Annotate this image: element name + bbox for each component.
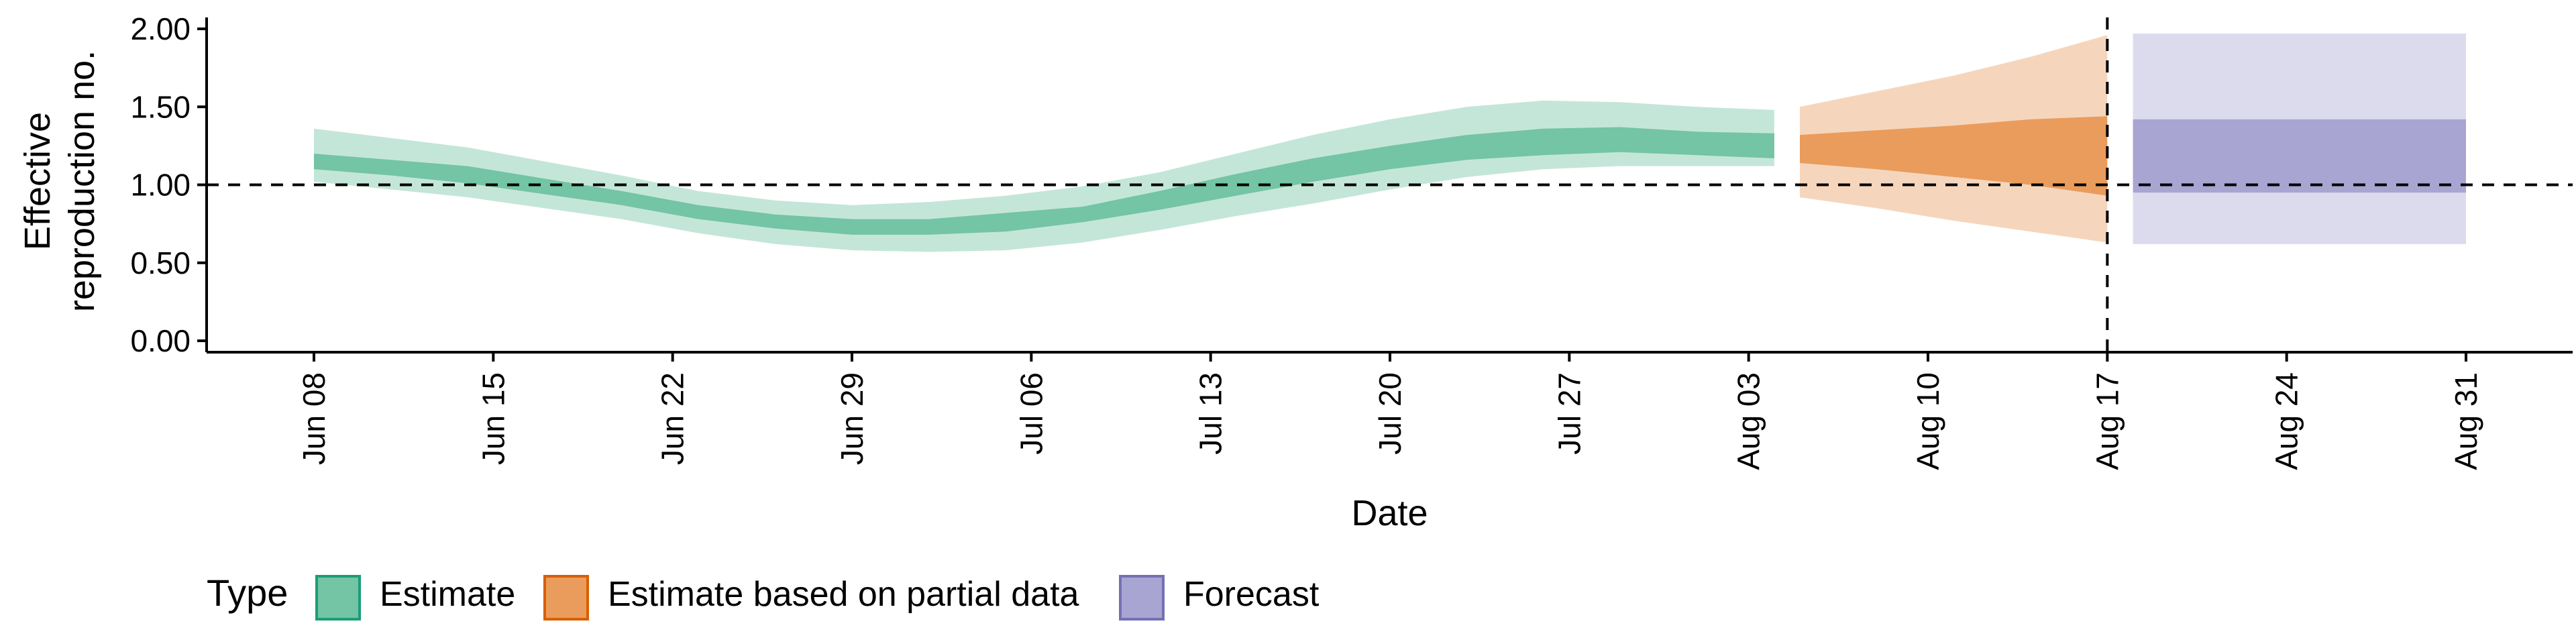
- x-tick-label: Aug 24: [2269, 372, 2304, 470]
- y-tick-label: 0.50: [130, 246, 191, 280]
- legend-title: Type: [207, 572, 288, 614]
- legend-key: [543, 575, 589, 621]
- y-tick-label: 1.00: [130, 168, 191, 203]
- y-tick-label: 2.00: [130, 11, 191, 46]
- x-axis-title: Date: [1351, 493, 1428, 533]
- y-tick-label: 1.50: [130, 89, 191, 124]
- legend-label: Estimate based on partial data: [608, 575, 1079, 614]
- legend-key: [1119, 575, 1165, 621]
- legend-label: Estimate: [380, 575, 515, 614]
- band-50-2: [2133, 119, 2466, 193]
- x-tick-label: Jun 08: [297, 372, 331, 465]
- legend-entry: Estimate: [315, 575, 515, 621]
- x-tick-label: Jul 20: [1373, 372, 1407, 455]
- x-tick-label: Aug 03: [1731, 372, 1766, 470]
- uncertainty-bands: [314, 34, 2466, 252]
- x-tick-label: Jun 29: [835, 372, 869, 465]
- legend-entry: Estimate based on partial data: [543, 575, 1079, 621]
- x-tick-label: Jul 13: [1193, 372, 1228, 455]
- band-50-0: [314, 127, 1774, 235]
- x-tick-label: Aug 31: [2449, 372, 2483, 470]
- band-50-1: [1800, 116, 2108, 196]
- x-tick-label: Jul 27: [1552, 372, 1587, 455]
- y-axis-title-line: Effective: [17, 112, 58, 250]
- y-axis-title: Effective reproduction no.: [17, 50, 102, 312]
- y-axis-title-line: reproduction no.: [62, 50, 102, 312]
- legend: Type Estimate Estimate based on partial da…: [207, 572, 1320, 621]
- x-tick-label: Aug 10: [1911, 372, 1945, 470]
- legend-label: Forecast: [1183, 575, 1320, 614]
- reference-lines: [207, 17, 2573, 352]
- legend-key: [315, 575, 361, 621]
- x-tick-label: Jul 06: [1014, 372, 1049, 455]
- band-90-0: [314, 100, 1774, 252]
- axes: 0.00 0.50 1.00 1.50 2.00 Jun 08 Jun 15 Jun 22 Ju…: [130, 11, 2573, 470]
- legend-entry: Forecast: [1119, 575, 1320, 621]
- x-tick-label: Aug 17: [2090, 372, 2125, 470]
- x-tick-label: Jun 15: [476, 372, 511, 465]
- x-tick-label: Jun 22: [655, 372, 690, 465]
- y-tick-label: 0.00: [130, 323, 191, 358]
